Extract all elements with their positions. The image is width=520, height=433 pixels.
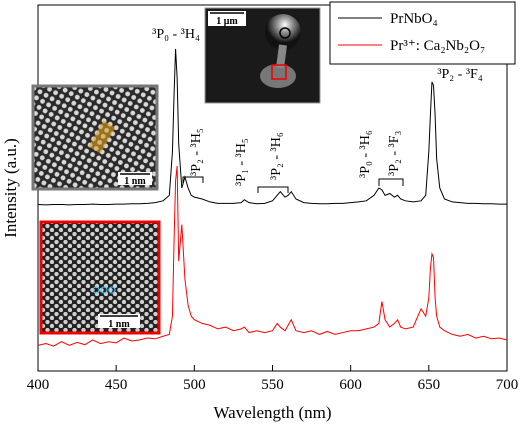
legend-label: Pr³⁺: Ca₂Nb₂O₇ [390, 38, 485, 54]
x-tick-label: 700 [496, 377, 519, 393]
spectrum-line [37, 165, 508, 347]
x-tick-label: 400 [27, 377, 50, 393]
x-tick-label: 550 [261, 377, 284, 393]
x-axis-label: Wavelength (nm) [213, 403, 331, 422]
transition-label: ³P₂ - ³H₅ [189, 128, 204, 176]
y-axis-label: Intensity (a.u.) [1, 138, 20, 238]
x-tick-label: 450 [105, 377, 128, 393]
x-tick-label: 600 [339, 377, 362, 393]
inset-hrtem-1 [31, 84, 159, 191]
transition-label: ³P₁ - ³H₅ [234, 138, 249, 186]
inset-sem [204, 7, 321, 104]
x-tick-label: 500 [183, 377, 206, 393]
brackets [182, 176, 404, 193]
transition-label: ³P₀ - ³H₆ [358, 130, 373, 178]
scale-bar-label: 1 nm [108, 319, 130, 330]
scale-bar-label: 1 μm [216, 16, 238, 27]
transition-label: ³P₀ - ³H₄ [152, 27, 200, 42]
inset-hrtem-2 [39, 220, 161, 335]
legend-box [329, 1, 516, 65]
transition-label: ³P₂ - ³F₄ [437, 67, 483, 82]
x-tick-label: 650 [418, 377, 441, 393]
scale-bar-label: 1 nm [124, 176, 146, 187]
transition-label: ³P₂ - ³H₆ [269, 132, 284, 180]
legend-label: PrNbO₄ [390, 11, 438, 27]
spectrum-line [37, 48, 507, 206]
transition-label: ³P₂ - ³F₃ [387, 130, 402, 176]
